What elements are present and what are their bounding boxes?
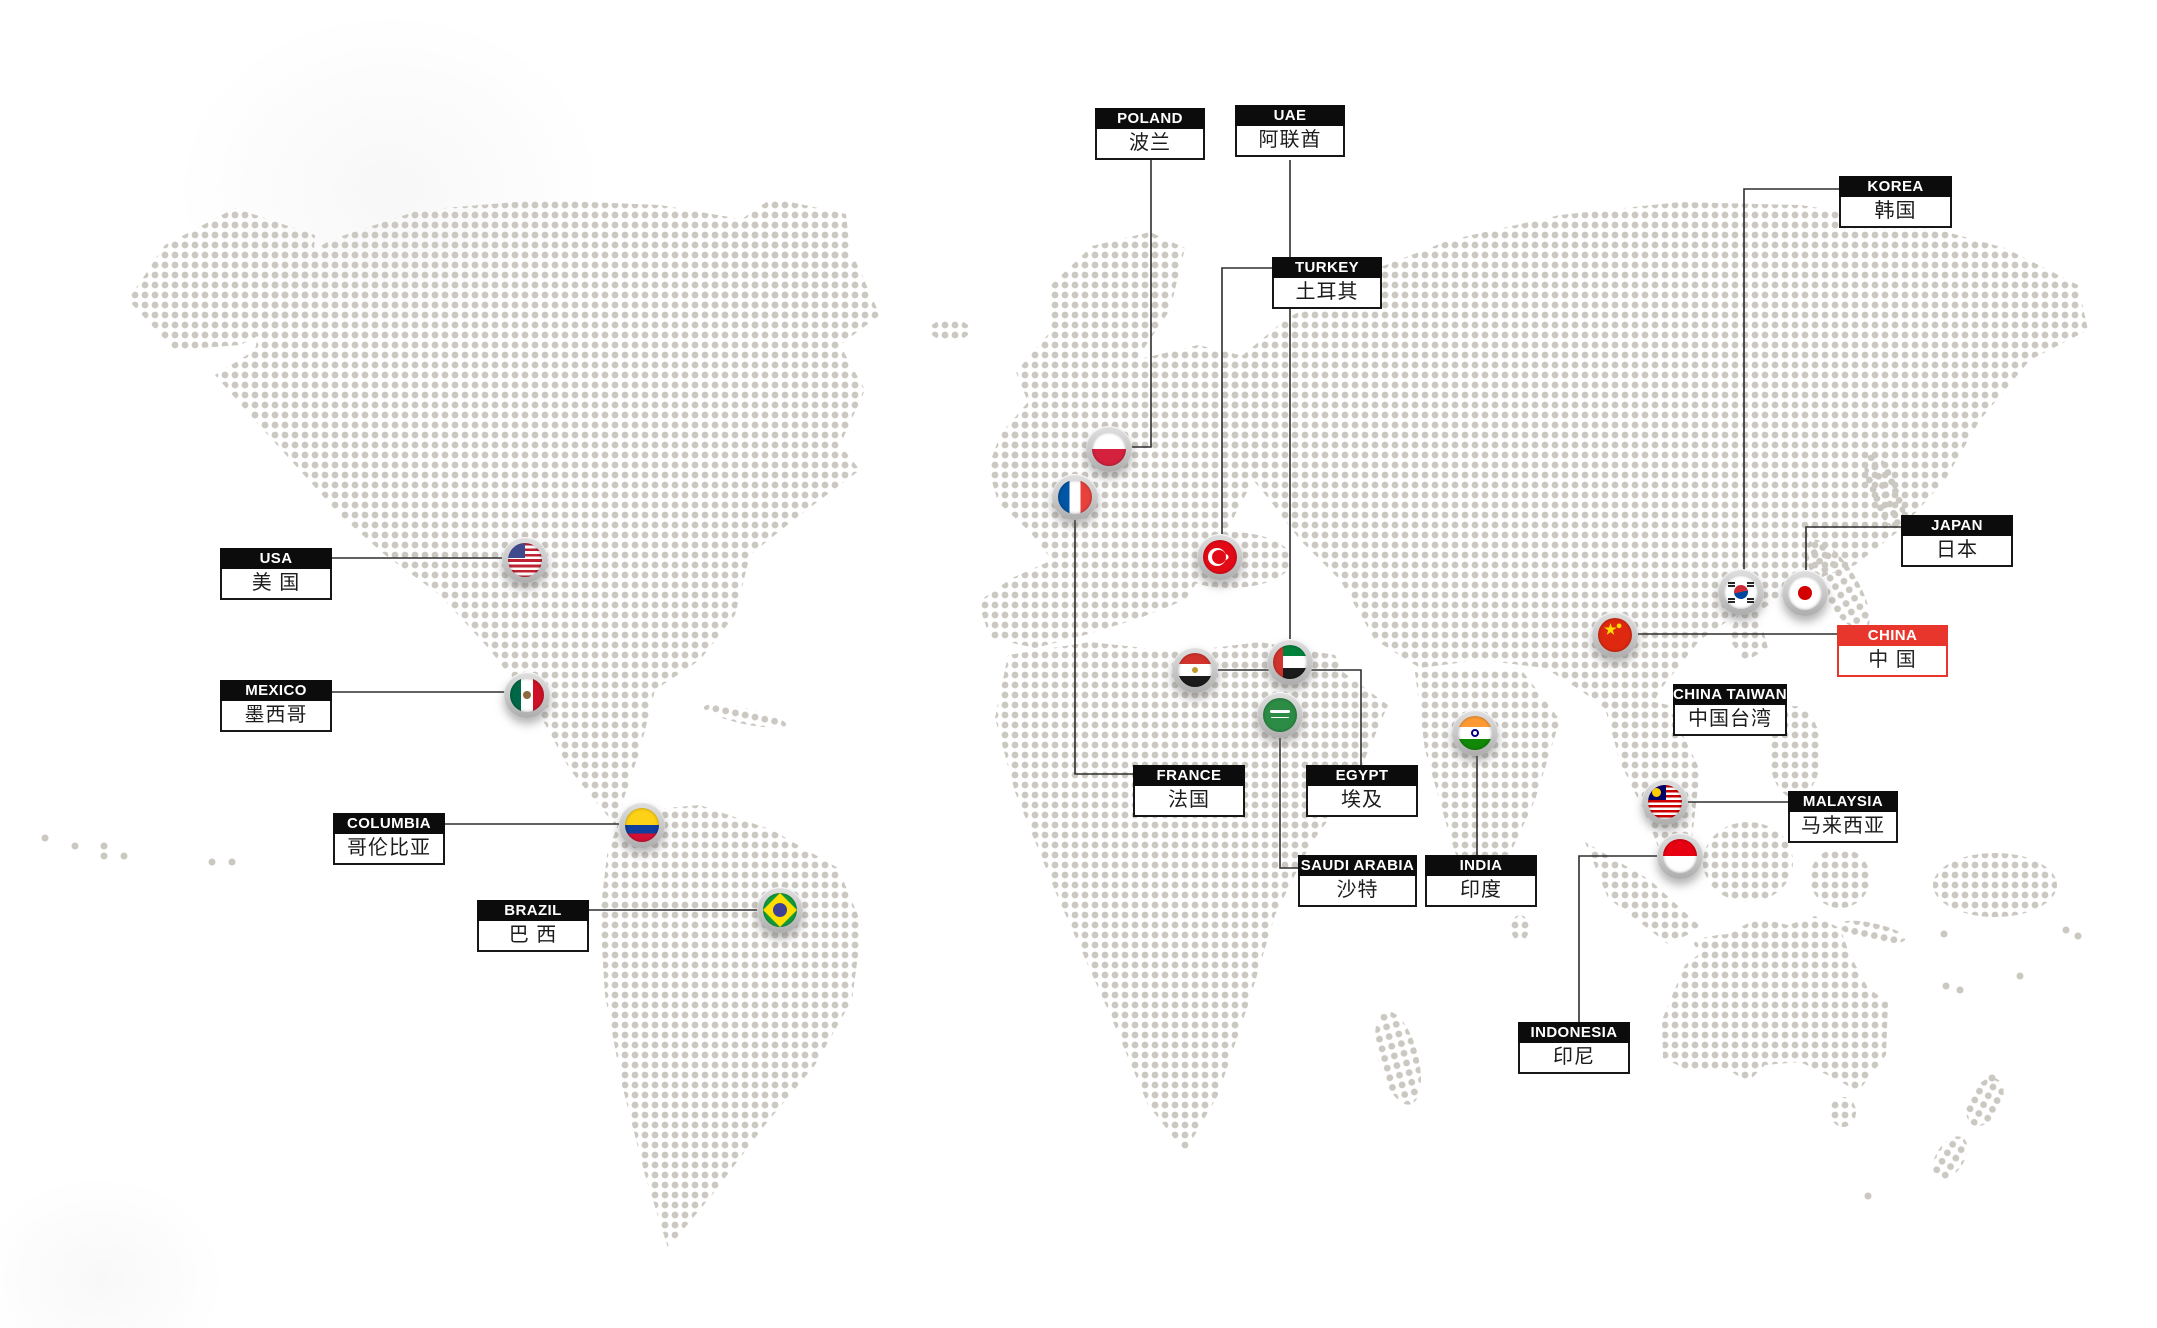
malaysia-flag-icon xyxy=(1648,785,1682,819)
label-usa: USA 美 国 xyxy=(220,548,332,600)
connector-turkey xyxy=(1221,267,1272,557)
connector-korea xyxy=(1743,188,1839,592)
island-dots xyxy=(41,834,2082,1200)
country-name-zh: 土耳其 xyxy=(1272,278,1382,309)
country-name-en: MALAYSIA xyxy=(1788,791,1898,812)
colombia-flag-icon xyxy=(625,808,659,842)
malaysia-flag-pin[interactable] xyxy=(1642,779,1688,825)
label-egypt: EGYPT 埃及 xyxy=(1306,765,1418,817)
uae-flag-pin[interactable] xyxy=(1267,639,1313,685)
country-name-en: BRAZIL xyxy=(477,900,589,921)
country-name-zh: 沙特 xyxy=(1298,876,1417,907)
france-flag-pin[interactable] xyxy=(1052,474,1098,520)
label-japan: JAPAN 日本 xyxy=(1901,515,2013,567)
uae-flag-icon xyxy=(1273,645,1307,679)
country-name-zh: 巴 西 xyxy=(477,921,589,952)
turkey-flag-pin[interactable] xyxy=(1197,534,1243,580)
label-saudi-arabia: SAUDI ARABIA 沙特 xyxy=(1298,855,1417,907)
country-name-zh: 韩国 xyxy=(1839,197,1952,228)
label-malaysia: MALAYSIA 马来西亚 xyxy=(1788,791,1898,843)
country-name-zh: 中 国 xyxy=(1837,646,1948,677)
connector-france xyxy=(1074,497,1133,775)
china-flag-icon xyxy=(1598,618,1632,652)
continents xyxy=(128,198,2088,1248)
country-name-en: EGYPT xyxy=(1306,765,1418,786)
mexico-flag-pin[interactable] xyxy=(504,672,550,718)
country-name-en: USA xyxy=(220,548,332,569)
egypt-flag-icon xyxy=(1178,653,1212,687)
korea-flag-pin[interactable] xyxy=(1718,569,1764,615)
country-name-en: TURKEY xyxy=(1272,257,1382,278)
brazil-flag-icon xyxy=(763,893,797,927)
country-name-zh: 印度 xyxy=(1425,876,1537,907)
usa-flag-icon xyxy=(508,543,542,577)
country-name-zh: 哥伦比亚 xyxy=(333,834,445,865)
brazil-flag-pin[interactable] xyxy=(757,887,803,933)
label-mexico: MEXICO 墨西哥 xyxy=(220,680,332,732)
usa-flag-pin[interactable] xyxy=(502,537,548,583)
country-name-zh: 中国台湾 xyxy=(1673,705,1787,736)
country-name-zh: 马来西亚 xyxy=(1788,812,1898,843)
connector-saudi-arabia xyxy=(1279,715,1298,869)
label-indonesia: INDONESIA 印尼 xyxy=(1518,1022,1630,1074)
label-china-taiwan: CHINA TAIWAN 中国台湾 xyxy=(1673,684,1787,736)
label-poland: POLAND 波兰 xyxy=(1095,108,1205,160)
country-name-zh: 阿联酋 xyxy=(1235,126,1345,157)
connector-egypt xyxy=(1195,669,1362,765)
connector-indonesia xyxy=(1578,855,1680,1022)
country-name-en: COLUMBIA xyxy=(333,813,445,834)
country-name-en: MEXICO xyxy=(220,680,332,701)
country-name-zh: 墨西哥 xyxy=(220,701,332,732)
country-name-zh: 日本 xyxy=(1901,536,2013,567)
japan-flag-pin[interactable] xyxy=(1782,570,1828,616)
country-name-en: JAPAN xyxy=(1901,515,2013,536)
saudi-arabia-flag-pin[interactable] xyxy=(1257,692,1303,738)
label-brazil: BRAZIL 巴 西 xyxy=(477,900,589,952)
label-columbia: COLUMBIA 哥伦比亚 xyxy=(333,813,445,865)
label-uae: UAE 阿联酋 xyxy=(1235,105,1345,157)
poland-flag-icon xyxy=(1092,432,1126,466)
indonesia-flag-pin[interactable] xyxy=(1657,833,1703,879)
country-name-en: INDIA xyxy=(1425,855,1537,876)
china-flag-pin[interactable] xyxy=(1592,612,1638,658)
country-name-en: CHINA TAIWAN xyxy=(1673,684,1787,705)
label-china: CHINA 中 国 xyxy=(1837,625,1948,677)
country-name-zh: 波兰 xyxy=(1095,129,1205,160)
label-turkey: TURKEY 土耳其 xyxy=(1272,257,1382,309)
country-name-en: CHINA xyxy=(1837,625,1948,646)
indonesia-flag-icon xyxy=(1663,839,1697,873)
turkey-flag-icon xyxy=(1203,540,1237,574)
country-name-zh: 法国 xyxy=(1133,786,1245,817)
india-flag-pin[interactable] xyxy=(1452,710,1498,756)
label-india: INDIA 印度 xyxy=(1425,855,1537,907)
france-flag-icon xyxy=(1058,480,1092,514)
country-name-en: INDONESIA xyxy=(1518,1022,1630,1043)
egypt-flag-pin[interactable] xyxy=(1172,647,1218,693)
country-name-en: FRANCE xyxy=(1133,765,1245,786)
india-flag-icon xyxy=(1458,716,1492,750)
poland-flag-pin[interactable] xyxy=(1086,426,1132,472)
country-name-en: SAUDI ARABIA xyxy=(1298,855,1417,876)
country-name-en: POLAND xyxy=(1095,108,1205,129)
saudi-arabia-flag-icon xyxy=(1263,698,1297,732)
country-name-en: KOREA xyxy=(1839,176,1952,197)
label-france: FRANCE 法国 xyxy=(1133,765,1245,817)
label-korea: KOREA 韩国 xyxy=(1839,176,1952,228)
colombia-flag-pin[interactable] xyxy=(619,802,665,848)
country-name-zh: 埃及 xyxy=(1306,786,1418,817)
mexico-flag-icon xyxy=(510,678,544,712)
japan-flag-icon xyxy=(1788,576,1822,610)
country-name-zh: 美 国 xyxy=(220,569,332,600)
korea-flag-icon xyxy=(1724,575,1758,609)
country-name-en: UAE xyxy=(1235,105,1345,126)
country-name-zh: 印尼 xyxy=(1518,1043,1630,1074)
